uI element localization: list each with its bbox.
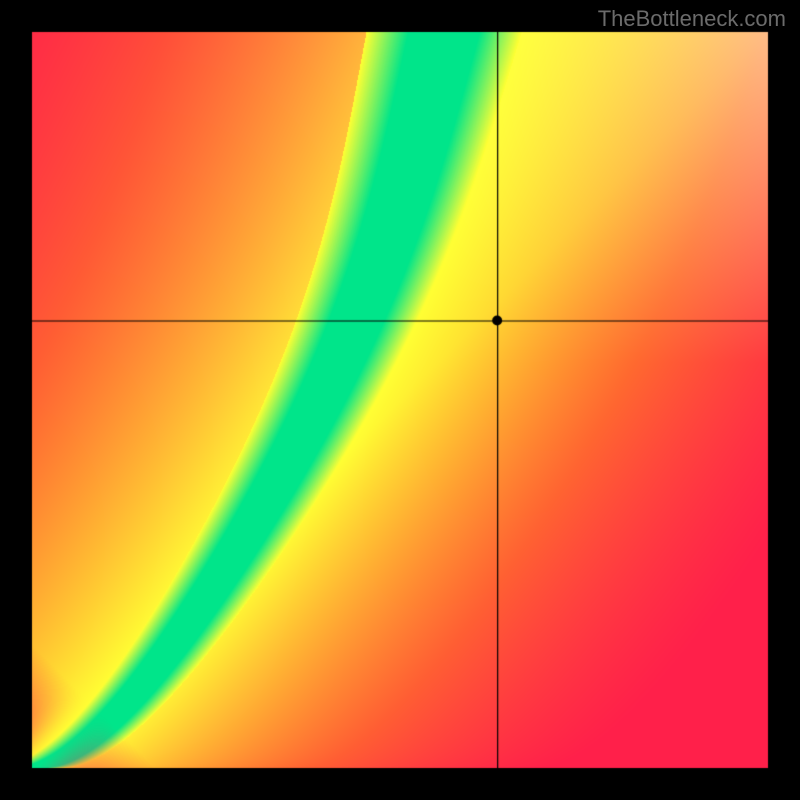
watermark-text: TheBottleneck.com bbox=[598, 6, 786, 32]
chart-container: TheBottleneck.com bbox=[0, 0, 800, 800]
heatmap-canvas bbox=[0, 0, 800, 800]
